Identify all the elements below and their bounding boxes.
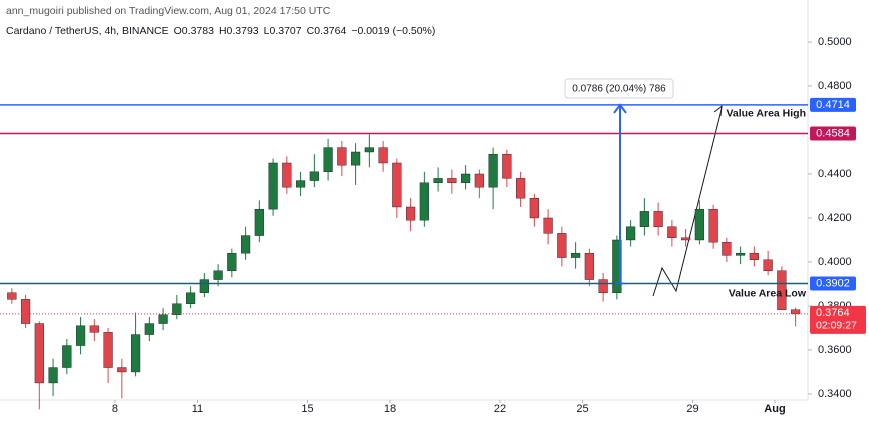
candle-body xyxy=(172,303,182,315)
measure-label-box xyxy=(564,78,674,99)
candle-body xyxy=(254,208,264,236)
symbol-info: Cardano / TetherUS, 4h, BINANCE O0.3783 H0… xyxy=(6,25,435,37)
candle-body xyxy=(20,299,31,324)
candle-body xyxy=(75,325,86,346)
candle-body xyxy=(749,252,759,260)
candle-body xyxy=(295,180,306,188)
x-tick-label: 18 xyxy=(384,403,396,415)
y-tick-label: 0.5000 xyxy=(818,36,852,48)
x-tick-label: Aug xyxy=(764,403,785,415)
candle-body xyxy=(694,208,704,241)
price-label: 0.4584 xyxy=(816,127,850,139)
candle-body xyxy=(350,151,361,166)
x-tick-label: 25 xyxy=(576,403,588,415)
y-tick-label: 0.4400 xyxy=(818,168,852,180)
countdown: 02:09:27 xyxy=(816,320,857,332)
candle-body xyxy=(571,252,581,258)
candle-body xyxy=(626,226,636,241)
candle-body xyxy=(7,292,17,300)
candle-body xyxy=(777,270,787,310)
candle-body xyxy=(736,252,746,256)
candle-body xyxy=(89,325,99,333)
measure-label: 0.0786 (20.04%) 786 xyxy=(572,84,666,95)
candle-body xyxy=(516,178,526,199)
ohlc-value: O0.3783 xyxy=(174,25,214,37)
measure-arrowhead xyxy=(613,103,627,114)
x-tick-label: 8 xyxy=(112,403,118,415)
candle-body xyxy=(323,147,333,172)
candle-body xyxy=(722,241,732,256)
price-label-box xyxy=(810,276,856,291)
y-tick-label: 0.3400 xyxy=(818,388,852,400)
price-label-box xyxy=(810,126,856,141)
ohlc-value: H0.3793 xyxy=(219,25,259,37)
candle-body xyxy=(130,334,141,373)
candle-body xyxy=(763,259,773,271)
candle-body xyxy=(791,309,801,315)
candle-body xyxy=(488,153,498,188)
candle-body xyxy=(48,367,58,384)
candle-body xyxy=(158,314,168,324)
candle-body xyxy=(62,345,72,368)
candle-body xyxy=(268,162,278,210)
price-label-box xyxy=(810,97,856,112)
annotation: Value Area Low xyxy=(729,287,807,299)
candle-body xyxy=(227,252,237,271)
candle-body xyxy=(213,270,223,280)
ohlc-value: L0.3707 xyxy=(264,25,302,37)
x-tick-label: 11 xyxy=(192,403,203,415)
candle-body xyxy=(708,208,718,243)
candle-body xyxy=(529,197,539,219)
candle-body xyxy=(240,235,251,254)
candle-body xyxy=(474,173,484,188)
candle-body xyxy=(117,367,127,373)
y-tick-label: 0.3600 xyxy=(818,344,852,356)
current-price-box xyxy=(810,305,866,334)
candle-body xyxy=(392,162,402,208)
candle-body xyxy=(502,153,512,179)
x-tick-label: 29 xyxy=(686,403,698,415)
drawn-path xyxy=(652,105,723,297)
candle-body xyxy=(364,147,374,153)
candle-body xyxy=(653,211,663,227)
candle-body xyxy=(185,292,196,304)
y-tick-label: 0.4200 xyxy=(818,212,852,224)
x-tick-label: 15 xyxy=(301,403,313,415)
candle-body xyxy=(681,237,691,241)
candle-body xyxy=(447,178,457,183)
candle-body xyxy=(433,178,443,183)
y-tick-label: 0.4800 xyxy=(818,80,852,92)
candle-body xyxy=(282,162,292,188)
candle-body xyxy=(612,239,622,293)
symbol: Cardano / TetherUS, 4h, BINANCE xyxy=(6,25,169,37)
ohlc-value: −0.0019 (−0.50%) xyxy=(351,25,435,37)
candle-body xyxy=(461,173,471,183)
candle-body xyxy=(337,147,347,166)
candle-body xyxy=(144,323,154,335)
candle-body xyxy=(557,233,567,258)
candle-body xyxy=(406,206,416,221)
candle-body xyxy=(598,279,608,293)
ohlc-value: C0.3764 xyxy=(307,25,347,37)
candle-body xyxy=(199,279,209,293)
price-label: 0.3902 xyxy=(816,277,850,289)
candle-body xyxy=(103,332,113,368)
candle-body xyxy=(34,323,44,384)
annotation: Value Area High xyxy=(726,108,806,120)
current-price-label: 0.3764 xyxy=(816,307,850,319)
price-label: 0.4714 xyxy=(816,99,850,111)
y-tick-label: 0.4000 xyxy=(818,256,852,268)
candle-body xyxy=(543,217,553,234)
x-tick-label: 22 xyxy=(494,403,506,415)
candle-body xyxy=(584,252,594,280)
candle-body xyxy=(419,182,429,221)
candle-body xyxy=(309,171,319,181)
drawn-arrowhead xyxy=(713,104,723,117)
candle-body xyxy=(639,211,649,227)
candle-body xyxy=(667,226,677,238)
publisher-line: ann_mugoiri published on TradingView.com… xyxy=(6,5,331,17)
candle-body xyxy=(378,147,388,164)
